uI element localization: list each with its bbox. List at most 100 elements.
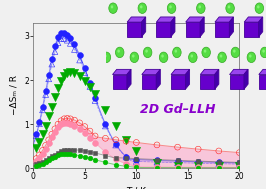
Point xyxy=(124,140,128,143)
Point xyxy=(65,33,69,36)
Point xyxy=(72,125,77,128)
Point xyxy=(196,164,200,167)
Polygon shape xyxy=(200,69,219,74)
Point xyxy=(50,63,54,66)
Circle shape xyxy=(109,3,117,13)
Point xyxy=(62,153,66,156)
Circle shape xyxy=(111,5,113,9)
Point xyxy=(56,41,60,44)
Point xyxy=(34,134,39,137)
Polygon shape xyxy=(156,69,160,89)
Point xyxy=(155,166,159,169)
Polygon shape xyxy=(215,22,229,37)
Point xyxy=(124,155,128,158)
Polygon shape xyxy=(171,17,175,37)
Point xyxy=(237,166,242,169)
Point xyxy=(68,117,72,120)
Polygon shape xyxy=(200,74,215,89)
Point xyxy=(176,166,180,169)
Point xyxy=(196,162,200,165)
Point xyxy=(37,140,41,143)
Point xyxy=(40,149,45,152)
Point xyxy=(56,123,60,126)
Point xyxy=(53,130,57,133)
Point xyxy=(93,151,97,154)
Point xyxy=(176,146,180,149)
Point xyxy=(50,155,54,158)
Circle shape xyxy=(130,52,139,63)
Circle shape xyxy=(198,5,201,9)
Point xyxy=(56,154,60,157)
Point xyxy=(88,129,92,132)
Point xyxy=(83,71,87,74)
Polygon shape xyxy=(185,69,190,89)
Point xyxy=(237,151,242,154)
Circle shape xyxy=(218,52,226,63)
Circle shape xyxy=(260,47,266,58)
Circle shape xyxy=(145,50,148,53)
Point xyxy=(217,160,221,163)
Point xyxy=(62,122,66,125)
Point xyxy=(34,133,39,136)
Point xyxy=(114,143,118,146)
Circle shape xyxy=(226,3,234,13)
Circle shape xyxy=(159,52,168,63)
Point xyxy=(37,122,41,125)
Polygon shape xyxy=(142,17,146,37)
Point xyxy=(50,136,54,139)
Circle shape xyxy=(247,52,256,63)
Point xyxy=(65,153,69,156)
Point xyxy=(47,157,51,160)
Point xyxy=(114,143,118,146)
Point xyxy=(217,166,221,169)
Point xyxy=(68,153,72,156)
Polygon shape xyxy=(171,74,185,89)
Circle shape xyxy=(115,47,124,58)
Point xyxy=(47,159,51,162)
Point xyxy=(88,150,92,153)
Point xyxy=(53,45,57,48)
Point xyxy=(77,54,82,57)
Point xyxy=(34,163,39,166)
Point xyxy=(88,136,92,139)
Point xyxy=(40,162,45,165)
Point xyxy=(237,163,242,166)
Point xyxy=(50,157,54,160)
Polygon shape xyxy=(244,69,248,89)
Point xyxy=(59,37,63,40)
Point xyxy=(77,74,82,77)
Polygon shape xyxy=(113,74,127,89)
Polygon shape xyxy=(186,17,204,22)
Point xyxy=(40,106,45,109)
Point xyxy=(155,162,159,165)
Point xyxy=(83,125,87,128)
Point xyxy=(176,164,180,167)
Point xyxy=(68,36,72,39)
Point xyxy=(56,126,60,129)
Polygon shape xyxy=(142,69,160,74)
Point xyxy=(88,85,92,88)
Point xyxy=(88,81,92,84)
Point xyxy=(59,123,63,126)
Point xyxy=(103,161,107,164)
Point xyxy=(50,133,54,136)
Polygon shape xyxy=(171,69,190,74)
Point xyxy=(134,149,139,153)
Point xyxy=(196,160,200,163)
Point xyxy=(72,43,77,46)
Polygon shape xyxy=(156,22,171,37)
Point xyxy=(114,138,118,141)
Circle shape xyxy=(190,54,193,58)
Point xyxy=(77,149,82,152)
Point xyxy=(72,119,77,122)
Point xyxy=(47,138,51,141)
Polygon shape xyxy=(127,17,146,22)
Circle shape xyxy=(102,52,111,63)
Point xyxy=(217,162,221,165)
Circle shape xyxy=(167,3,176,13)
Polygon shape xyxy=(200,17,204,37)
Point xyxy=(72,71,77,74)
Polygon shape xyxy=(230,69,248,74)
Point xyxy=(59,153,63,156)
Point xyxy=(134,158,139,161)
